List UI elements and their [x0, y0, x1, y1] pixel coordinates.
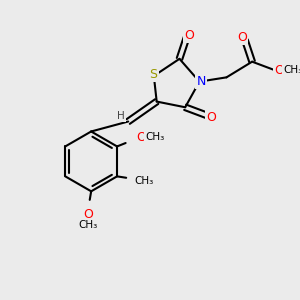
Text: CH₃: CH₃ [134, 176, 154, 186]
Text: CH₃: CH₃ [78, 220, 98, 230]
Text: O: O [136, 131, 146, 144]
Text: N: N [196, 75, 206, 88]
Text: H: H [117, 111, 125, 122]
Text: O: O [237, 31, 247, 44]
Text: O: O [206, 111, 216, 124]
Text: O: O [184, 29, 194, 42]
Text: S: S [149, 68, 157, 81]
Text: O: O [274, 64, 284, 77]
Text: CH₃: CH₃ [145, 132, 165, 142]
Text: O: O [83, 208, 93, 220]
Text: CH₃: CH₃ [283, 65, 300, 75]
